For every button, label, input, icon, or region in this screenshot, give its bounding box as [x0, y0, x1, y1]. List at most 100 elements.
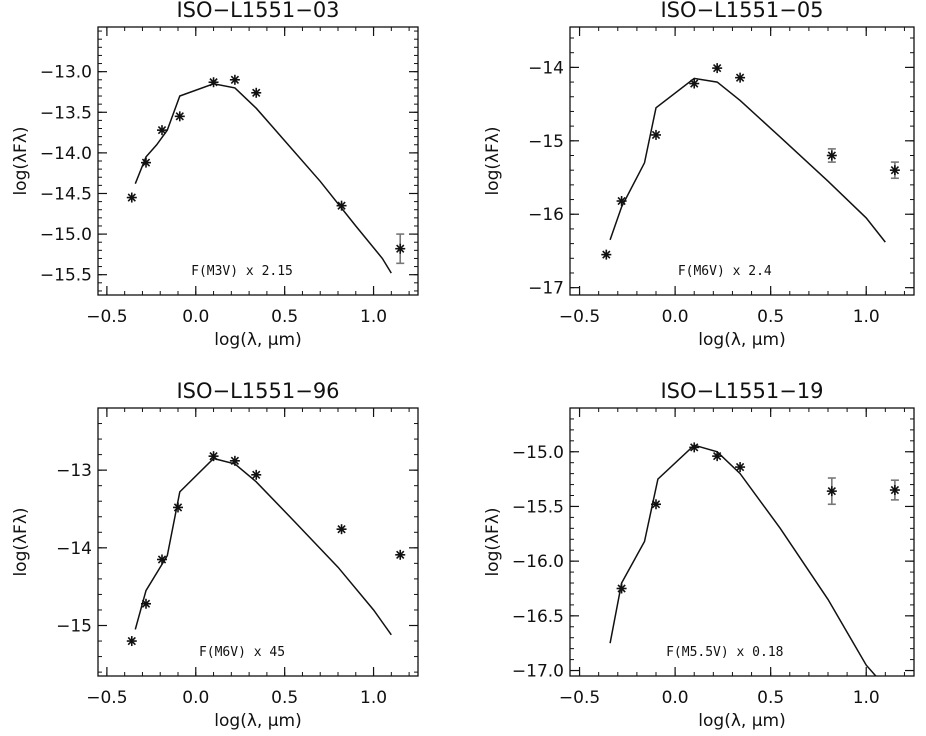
- asterisk-stroke: [651, 500, 661, 509]
- data-point: [141, 598, 151, 609]
- data-point: [651, 129, 661, 140]
- y-tick-label: −15.0: [40, 225, 92, 245]
- asterisk-stroke: [209, 78, 218, 87]
- asterisk-stroke: [890, 485, 900, 495]
- asterisk-stroke: [617, 584, 626, 593]
- data-point: [336, 200, 347, 211]
- asterisk-stroke: [396, 550, 405, 559]
- asterisk-stroke: [735, 462, 745, 472]
- data-point: [141, 157, 151, 168]
- asterisk-stroke: [252, 470, 261, 479]
- asterisk-stroke: [157, 555, 167, 564]
- asterisk-stroke: [690, 443, 699, 452]
- y-axis-label: log(λFλ): [483, 507, 503, 576]
- data-point: [712, 451, 723, 462]
- y-tick-label: −14: [528, 58, 564, 78]
- scale-annotation: F(M5.5V) x 0.18: [666, 645, 783, 660]
- x-axis-label: log(λ, μm): [698, 711, 785, 731]
- x-tick-label: 0.5: [757, 688, 784, 708]
- data-point: [229, 74, 240, 85]
- asterisk-stroke: [712, 451, 722, 461]
- data-point: [173, 502, 183, 513]
- x-tick-label: 0.0: [182, 307, 209, 327]
- y-axis-label: log(λFλ): [11, 507, 31, 576]
- data-point: [889, 479, 900, 501]
- y-tick-label: −15.0: [512, 443, 564, 463]
- y-tick-label: −15: [528, 132, 564, 152]
- panel-iso-l1551-03: −0.5 0.0 0.5 1.0 −13.0 −13.5 −14.0 −14.5 −15.0 −1…: [11, 0, 419, 350]
- data-point: [174, 111, 185, 122]
- data-point: [651, 499, 661, 510]
- x-tick-label: 1.0: [853, 688, 880, 708]
- asterisk-stroke: [602, 250, 611, 259]
- asterisk-stroke: [141, 599, 151, 608]
- data-point: [735, 72, 746, 83]
- data-point: [126, 192, 137, 203]
- asterisk-stroke: [157, 125, 167, 135]
- x-axis-label: log(λ, μm): [214, 711, 301, 731]
- data-point: [251, 87, 262, 98]
- data-point: [712, 63, 723, 74]
- y-tick-label: −14.5: [40, 184, 92, 204]
- y-tick-label: −15: [56, 617, 92, 637]
- y-tick-label: −16: [528, 205, 564, 225]
- asterisk-stroke: [337, 525, 346, 534]
- data-point: [208, 77, 219, 88]
- asterisk-stroke: [127, 636, 136, 646]
- data-point: [157, 125, 167, 136]
- x-tick-label: 0.5: [271, 307, 298, 327]
- y-tick-label: −15.5: [512, 497, 564, 517]
- y-tick-label: −14: [56, 539, 92, 559]
- asterisk-stroke: [173, 503, 183, 512]
- x-tick-label: −0.5: [559, 307, 600, 327]
- panel-iso-l1551-19: −0.5 0.0 0.5 1.0 −15.0 −15.5 −16.0 −16.5 −17.0 IS…: [483, 379, 915, 731]
- x-tick-label: 1.0: [853, 307, 880, 327]
- model-sed-line: [134, 83, 392, 274]
- x-tick-label: 0.0: [662, 307, 689, 327]
- data-point: [826, 148, 837, 163]
- data-point: [208, 451, 219, 462]
- panel-iso-l1551-05: −0.5 0.0 0.5 1.0 −14 −15 −16 −17 ISO−L1551−05 log…: [483, 0, 915, 350]
- x-tick-label: −0.5: [86, 688, 127, 708]
- asterisk-stroke: [617, 196, 626, 206]
- asterisk-stroke: [175, 112, 184, 121]
- data-point: [826, 477, 837, 506]
- model-sed-line: [609, 444, 877, 677]
- y-tick-label: −16.0: [512, 552, 564, 572]
- y-axis-label: log(λFλ): [483, 126, 503, 195]
- y-tick-label: −13: [56, 461, 92, 481]
- x-axis-label: log(λ, μm): [698, 330, 785, 350]
- x-tick-label: 0.5: [757, 307, 784, 327]
- y-tick-label: −15.5: [40, 266, 92, 286]
- x-axis-label: log(λ, μm): [214, 330, 301, 350]
- plot-frame: [97, 407, 419, 677]
- y-axis-label: log(λFλ): [11, 126, 31, 195]
- model-sed-line: [134, 457, 392, 636]
- model-sed-line: [609, 77, 886, 243]
- y-tick-label: −14.0: [40, 144, 92, 164]
- x-tick-label: 0.0: [182, 688, 209, 708]
- x-tick-label: 0.5: [271, 688, 298, 708]
- chart-title: ISO−L1551−03: [176, 0, 339, 22]
- asterisk-stroke: [230, 75, 240, 84]
- data-point: [601, 249, 612, 260]
- data-point: [395, 233, 406, 265]
- data-point: [689, 78, 700, 89]
- asterisk-stroke: [209, 451, 218, 461]
- data-point: [126, 636, 137, 647]
- chart-title: ISO−L1551−19: [660, 379, 823, 403]
- data-point: [157, 554, 167, 565]
- x-tick-label: −0.5: [86, 307, 127, 327]
- scale-annotation: F(M6V) x 2.4: [678, 264, 772, 279]
- asterisk-stroke: [230, 456, 240, 465]
- y-tick-label: −16.5: [512, 607, 564, 627]
- data-point: [229, 455, 240, 466]
- plot-frame: [569, 407, 915, 677]
- chart-title: ISO−L1551−96: [176, 379, 339, 403]
- asterisk-stroke: [396, 244, 405, 253]
- data-point: [251, 469, 262, 480]
- asterisk-stroke: [651, 130, 661, 140]
- asterisk-stroke: [712, 63, 722, 73]
- data-point: [336, 524, 347, 535]
